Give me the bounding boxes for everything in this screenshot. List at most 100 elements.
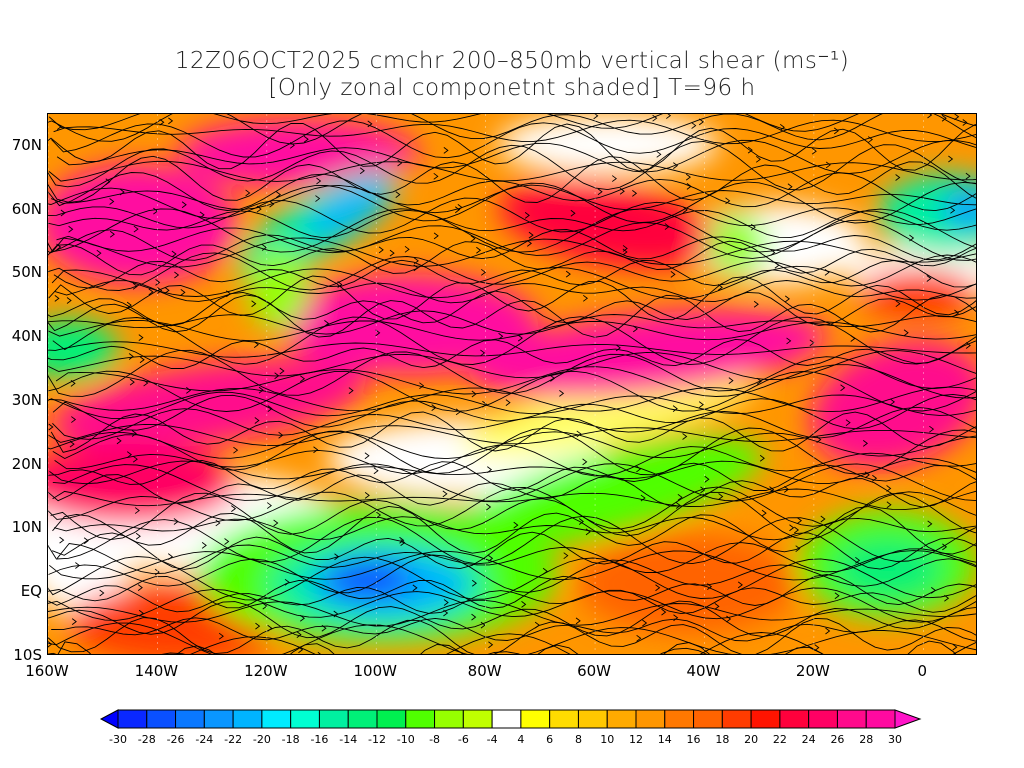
streamline-arrow — [505, 399, 511, 407]
colorbar-label: -8 — [429, 733, 441, 746]
streamline — [52, 531, 976, 570]
streamline-arrow — [944, 594, 950, 602]
streamline-arrow — [656, 150, 662, 158]
streamline-arrow — [717, 284, 723, 291]
streamline-arrow — [131, 430, 137, 437]
streamline-arrow — [404, 245, 410, 253]
streamline — [48, 155, 976, 203]
streamline-arrow — [677, 493, 683, 501]
shear-map — [47, 113, 977, 655]
streamline-arrow — [167, 553, 173, 560]
streamline — [48, 123, 976, 172]
colorbar-under-triangle — [99, 709, 119, 729]
streamline — [48, 229, 976, 261]
streamline-arrow — [316, 177, 322, 185]
streamline-arrow — [700, 486, 706, 494]
streamline-arrow — [927, 114, 933, 119]
streamline — [48, 370, 976, 412]
colorbar-label: 24 — [801, 733, 816, 746]
streamline-arrow — [845, 419, 851, 427]
streamline — [56, 219, 976, 261]
streamline-arrow — [399, 536, 405, 544]
streamline-arrow — [395, 191, 401, 198]
streamline-arrow — [834, 592, 840, 600]
streamline — [52, 406, 976, 440]
streamline-arrow — [359, 167, 365, 175]
lat-label: 10N — [11, 518, 42, 537]
streamline-arrow — [471, 579, 477, 587]
shaded-regions — [48, 114, 976, 654]
streamline-arrow — [376, 511, 382, 519]
streamline-arrow — [954, 309, 960, 317]
streamline-arrow — [825, 627, 831, 635]
streamline-arrow — [526, 239, 533, 247]
streamline-arrow — [397, 159, 403, 167]
colorbar-swatch — [434, 709, 464, 729]
colorbar-swatch — [606, 709, 637, 729]
streamline-arrow — [139, 356, 145, 364]
colorbar-over-triangle — [894, 709, 922, 729]
colorbar-label: -18 — [281, 733, 300, 746]
streamline — [50, 184, 976, 214]
streamline-arrow — [769, 486, 775, 493]
streamline — [48, 600, 976, 639]
streamline-arrow — [251, 300, 257, 308]
streamline-arrow — [201, 542, 207, 549]
streamline-arrow — [833, 127, 839, 135]
streamline-arrow — [615, 344, 621, 352]
streamline-arrow — [948, 155, 954, 163]
streamline — [48, 349, 976, 397]
streamline-arrow — [126, 301, 132, 309]
colorbar-label: 14 — [657, 733, 672, 746]
streamline-arrow — [714, 603, 720, 610]
streamline — [52, 463, 976, 502]
streamline-arrow — [289, 141, 295, 149]
colorbar-swatch — [635, 709, 666, 729]
streamline-arrow — [563, 552, 569, 560]
streamline-arrow — [488, 554, 494, 562]
streamline-arrow — [513, 521, 519, 529]
streamline-arrow — [154, 568, 160, 576]
streamline-arrow — [862, 439, 869, 447]
lat-label: 40N — [11, 327, 42, 346]
streamline-arrow — [109, 198, 115, 205]
streamline — [52, 505, 976, 555]
streamline-arrow — [534, 621, 540, 629]
streamline — [49, 550, 976, 581]
streamline-arrow — [941, 114, 947, 122]
streamline-arrow — [682, 206, 688, 214]
streamline — [57, 640, 957, 654]
colorbar-label: 28 — [859, 733, 874, 746]
streamline-arrow — [455, 408, 461, 416]
streamline-arrow — [622, 248, 628, 256]
colorbar-swatch — [290, 709, 320, 729]
colorbar-label: -30 — [109, 733, 127, 746]
colorbar-swatch — [808, 709, 838, 729]
colorbar-swatch — [117, 709, 148, 729]
streamline — [54, 444, 976, 477]
streamline-arrow — [487, 466, 493, 473]
streamline — [48, 474, 976, 508]
streamline-arrow — [673, 614, 679, 622]
lat-label: 20N — [11, 454, 42, 473]
streamline-arrow — [59, 536, 65, 544]
streamline-arrow — [313, 446, 319, 454]
streamline-arrow — [661, 608, 667, 616]
streamline-arrow — [56, 123, 62, 131]
streamline — [51, 265, 976, 301]
chart-title-line1: 12Z06OCT2025 cmchr 200–850mb vertical sh… — [174, 48, 850, 74]
streamline-arrow — [168, 117, 174, 125]
streamline-arrow — [218, 632, 224, 640]
streamline-arrow — [517, 334, 523, 342]
streamline-arrow — [96, 249, 102, 257]
streamline-arrow — [171, 250, 177, 258]
streamline-arrow — [480, 621, 486, 629]
streamline-arrow — [245, 189, 251, 197]
colorbar-swatch — [232, 709, 263, 729]
streamline — [51, 237, 976, 268]
streamline-arrow — [419, 382, 425, 390]
streamline-arrow — [524, 212, 530, 219]
colorbar-label: 22 — [772, 733, 787, 746]
streamline-arrow — [825, 161, 831, 169]
streamline-arrow — [412, 584, 418, 592]
